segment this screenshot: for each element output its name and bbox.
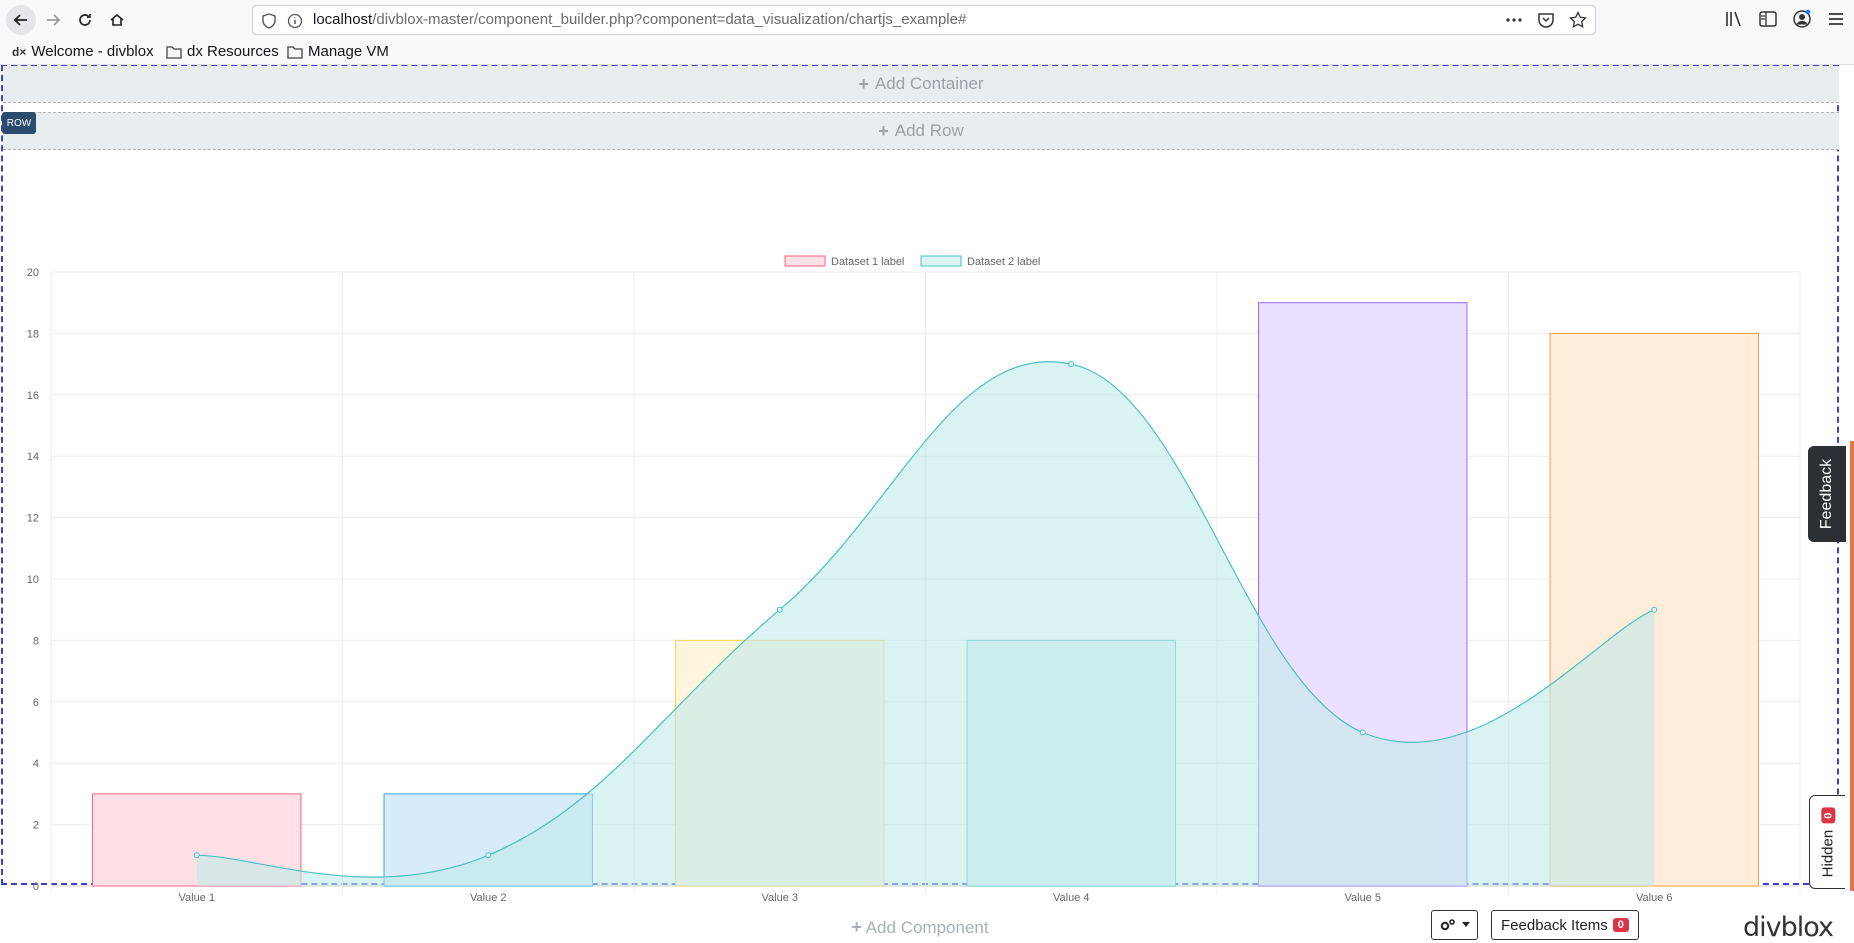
bookmark-welcome-divblox[interactable]: d× Welcome - divblox <box>12 43 154 60</box>
reload-button[interactable] <box>70 5 100 35</box>
divblox-logo: divblox <box>1743 912 1834 943</box>
x-tick-label: Value 4 <box>1053 892 1090 904</box>
y-tick-label: 4 <box>33 758 39 770</box>
add-row-button[interactable]: + Add Row <box>3 112 1839 150</box>
arrow-right-icon <box>47 14 61 26</box>
legend-label: Dataset 2 label <box>967 256 1040 268</box>
line-point <box>1359 729 1366 736</box>
plus-icon: + <box>851 917 862 937</box>
x-tick-label: Value 5 <box>1345 892 1382 904</box>
feedback-items-button[interactable]: Feedback Items 0 <box>1491 910 1639 940</box>
address-bar[interactable]: localhost/divblox-master/component_build… <box>252 5 1596 35</box>
legend-label: Dataset 1 label <box>831 256 904 268</box>
bookmark-dx-resources[interactable]: dx Resources <box>166 43 279 60</box>
more-dots-icon[interactable] <box>1505 11 1523 29</box>
legend-swatch <box>920 255 962 267</box>
row-badge[interactable]: ROW <box>2 112 36 134</box>
feedback-tab-label: Feedback <box>1818 458 1836 530</box>
feedback-items-label: Feedback Items <box>1501 916 1608 934</box>
add-container-button[interactable]: + Add Container <box>3 66 1839 103</box>
bookmark-label: dx Resources <box>187 43 279 60</box>
hidden-count-badge: 0 <box>1820 807 1835 824</box>
y-tick-label: 16 <box>27 390 39 402</box>
reload-icon <box>79 14 91 26</box>
folder-icon <box>287 45 303 59</box>
url-host: localhost <box>313 11 373 28</box>
x-tick-label: Value 2 <box>470 892 507 904</box>
info-icon[interactable] <box>287 13 303 29</box>
y-tick-label: 10 <box>27 574 39 586</box>
x-tick-label: Value 3 <box>762 892 799 904</box>
feedback-tab[interactable]: Feedback <box>1808 446 1846 542</box>
dx-logo-icon: d× <box>12 44 27 59</box>
settings-dropdown-button[interactable] <box>1431 910 1478 940</box>
y-tick-label: 0 <box>33 881 39 893</box>
arrow-left-icon <box>13 14 27 26</box>
plus-icon: + <box>878 120 889 141</box>
pocket-icon[interactable] <box>1537 11 1555 29</box>
home-icon <box>110 13 124 26</box>
hidden-tab-content: Hidden 0 <box>1819 807 1836 877</box>
line-area <box>196 361 1655 887</box>
line-point <box>1651 606 1658 613</box>
sidebar-icon[interactable] <box>1758 9 1778 29</box>
bookmark-manage-vm[interactable]: Manage VM <box>287 43 389 60</box>
y-tick-label: 18 <box>27 328 39 340</box>
home-button[interactable] <box>102 5 132 35</box>
component-builder-page: + Add Container + Add Row ROW 0 2 4 6 8 10 12 1… <box>0 65 1854 943</box>
address-bar-actions <box>1505 11 1587 29</box>
browser-toolbar: localhost/divblox-master/component_build… <box>0 0 1854 40</box>
url-path: /divblox-master/component_builder.php?co… <box>372 11 967 28</box>
folder-icon <box>166 45 182 59</box>
line-point <box>1068 361 1075 368</box>
add-container-label: Add Container <box>874 74 984 93</box>
y-tick-label: 2 <box>33 820 39 832</box>
back-button[interactable] <box>6 5 36 35</box>
hidden-label: Hidden <box>1819 829 1837 877</box>
legend-swatch <box>784 255 826 267</box>
star-icon[interactable] <box>1569 11 1587 29</box>
x-tick-label: Value 6 <box>1636 892 1673 904</box>
shield-icon[interactable] <box>261 13 277 29</box>
y-tick-label: 6 <box>33 697 39 709</box>
y-tick-label: 8 <box>33 635 39 647</box>
plus-icon: + <box>858 73 869 94</box>
add-component-label: Add Component <box>865 918 989 937</box>
y-tick-label: 20 <box>27 267 39 279</box>
library-icon[interactable] <box>1724 9 1744 29</box>
bookmarks-bar: d× Welcome - divblox dx Resources Manage… <box>0 40 1854 65</box>
gears-icon <box>1440 919 1455 931</box>
url-text[interactable]: localhost/divblox-master/component_build… <box>313 11 966 28</box>
x-tick-label: Value 1 <box>179 892 216 904</box>
account-icon[interactable] <box>1792 9 1812 29</box>
menu-icon[interactable] <box>1826 9 1846 29</box>
forward-button[interactable] <box>38 5 68 35</box>
hidden-components-tab[interactable]: Hidden 0 <box>1809 795 1845 889</box>
caret-down-icon <box>1461 922 1470 927</box>
toolbar-right-icons <box>1724 9 1846 29</box>
y-tick-label: 14 <box>27 451 39 463</box>
line-point <box>485 852 492 859</box>
feedback-items-count-badge: 0 <box>1612 918 1629 932</box>
y-tick-label: 12 <box>27 513 39 525</box>
line-point <box>193 852 200 859</box>
bookmark-label: Manage VM <box>308 43 389 60</box>
bookmark-label: Welcome - divblox <box>31 43 154 60</box>
add-row-label: Add Row <box>894 121 964 140</box>
line-point <box>776 606 783 613</box>
side-accent-strip <box>1850 441 1854 891</box>
bar-line-chart: 0 2 4 6 8 10 12 14 16 18 20 Value 1 Value 2 Value 3 Va… <box>27 255 1801 904</box>
